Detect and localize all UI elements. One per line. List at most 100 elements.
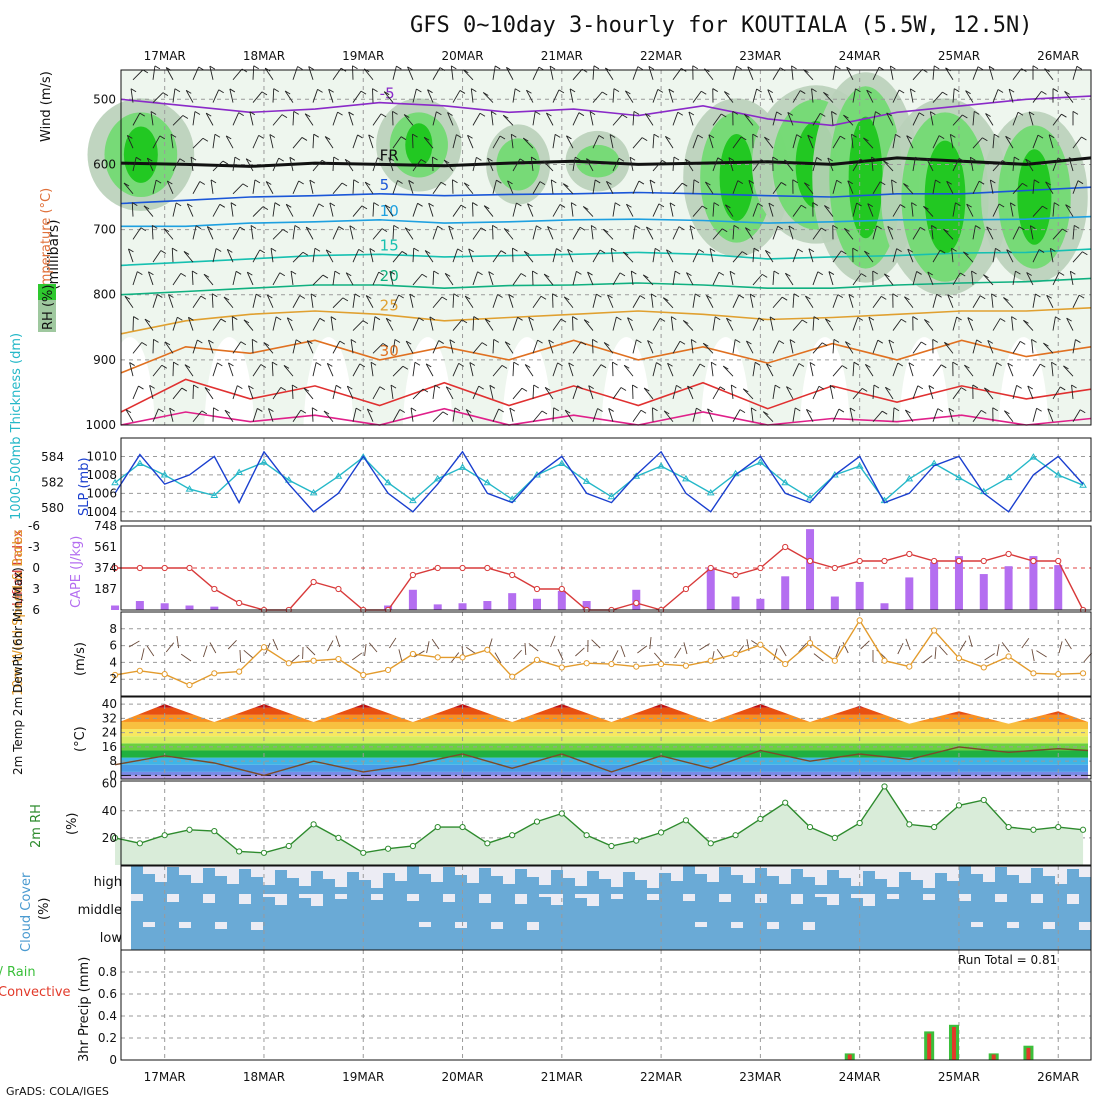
wind-barb bbox=[572, 271, 577, 286]
cloud-clear-cell bbox=[239, 866, 251, 869]
wind-barb bbox=[151, 225, 154, 240]
wind-barb-feather bbox=[257, 408, 263, 412]
wind-barb bbox=[732, 409, 741, 422]
wind-barb bbox=[328, 89, 334, 103]
wind-barb bbox=[412, 248, 415, 263]
surface-wind-barb bbox=[1031, 649, 1035, 662]
axis-tick: 580 bbox=[41, 501, 64, 515]
pressure-axis-label: (millibars) bbox=[46, 219, 62, 290]
rh2m-point bbox=[533, 818, 541, 825]
wind-barb-feather bbox=[1016, 385, 1022, 389]
cloud-clear-cell bbox=[551, 894, 563, 905]
wind-barb bbox=[991, 293, 994, 308]
wind-barb bbox=[192, 66, 200, 80]
lifted-index-point bbox=[509, 571, 516, 579]
wind-barb-feather bbox=[163, 228, 170, 233]
cloud-clear-cell bbox=[1067, 866, 1079, 869]
wind-barb-feather bbox=[685, 158, 691, 163]
wind-barb bbox=[292, 66, 298, 80]
rh2m-point bbox=[732, 832, 739, 839]
wind-barb bbox=[824, 318, 834, 331]
wind-barb bbox=[212, 134, 216, 149]
lifted-index-point bbox=[136, 564, 143, 572]
wind-barb-feather bbox=[1005, 135, 1011, 140]
wind-barb bbox=[650, 293, 654, 308]
wind-barb bbox=[552, 134, 556, 149]
wind-barb-feather bbox=[284, 90, 291, 95]
rh2m-point bbox=[856, 819, 863, 827]
wind-barb bbox=[792, 248, 799, 263]
wind-barb-feather bbox=[596, 293, 602, 298]
wind-barb-feather bbox=[177, 316, 183, 321]
axis-tick: 0.2 bbox=[98, 1031, 117, 1045]
wind-barb-feather bbox=[229, 88, 236, 93]
cloud-clear-cell bbox=[1079, 866, 1091, 877]
lifted-index-point bbox=[1030, 557, 1037, 565]
wind-barb-feather bbox=[857, 317, 864, 321]
wind-barb-feather bbox=[420, 159, 427, 163]
thickness-point bbox=[582, 477, 591, 484]
wind-barb bbox=[372, 271, 380, 286]
wind-barb bbox=[547, 226, 554, 240]
cloud-clear-cell bbox=[1031, 866, 1043, 868]
lifted-index-point bbox=[533, 585, 541, 593]
wind-barb-feather bbox=[197, 339, 203, 344]
wind-barb bbox=[470, 88, 474, 103]
wind-barb-feather bbox=[738, 294, 745, 299]
wind-barb bbox=[971, 270, 974, 286]
wind-barb-feather bbox=[898, 89, 905, 94]
wind-barb-feather bbox=[138, 385, 144, 390]
wind-barb bbox=[627, 317, 634, 331]
rh2m-point bbox=[608, 842, 615, 850]
wind-barb bbox=[432, 182, 442, 195]
wind-barb bbox=[748, 180, 754, 194]
wind-barb bbox=[352, 90, 362, 103]
wind-barb-feather bbox=[873, 384, 880, 389]
wind-barb bbox=[784, 272, 794, 286]
wind-barb-feather bbox=[1025, 158, 1031, 163]
wind-barb bbox=[308, 66, 314, 80]
rh-axis-label: RH (%) bbox=[41, 285, 56, 330]
wind-barb-feather bbox=[1055, 316, 1061, 321]
wind-barb bbox=[229, 88, 234, 103]
wind-barb-feather bbox=[1019, 340, 1026, 345]
wind-barb bbox=[152, 65, 156, 80]
wind-barb-feather bbox=[699, 363, 706, 368]
wind-barb-feather bbox=[953, 88, 960, 93]
date-label-bottom: 25MAR bbox=[938, 1070, 980, 1084]
wind-barb bbox=[392, 294, 400, 308]
wind-barb-feather bbox=[1032, 65, 1039, 70]
wind-barb bbox=[772, 111, 778, 126]
wind-barb-feather bbox=[714, 316, 721, 321]
wind-barb-feather bbox=[1045, 181, 1051, 186]
wind10-point bbox=[111, 671, 119, 679]
wind-barb bbox=[848, 294, 854, 308]
wind-barb-feather bbox=[691, 339, 697, 343]
thickness-point bbox=[284, 476, 293, 483]
wind-barb-feather bbox=[370, 361, 377, 366]
wind-barb-feather bbox=[924, 319, 930, 323]
wind-barb bbox=[884, 386, 894, 400]
date-label-bottom: 21MAR bbox=[541, 1070, 583, 1084]
wind-barb bbox=[772, 270, 775, 285]
wind-barb-feather bbox=[334, 270, 341, 275]
wind-barb bbox=[125, 409, 134, 422]
wind-barb bbox=[632, 180, 640, 194]
wind-barb bbox=[332, 111, 338, 126]
cloud-clear-cell bbox=[539, 866, 551, 885]
cloud-clear-cell bbox=[995, 894, 1007, 902]
cloud-clear-cell bbox=[551, 866, 563, 870]
wind-barb-feather bbox=[560, 318, 567, 323]
axis-tick: 3 bbox=[32, 582, 40, 596]
wind-barb bbox=[252, 408, 258, 422]
surface-wind-barb bbox=[557, 648, 564, 661]
wind10-point bbox=[658, 660, 665, 668]
surface-wind-barb bbox=[612, 650, 619, 662]
wind-barb bbox=[752, 317, 760, 331]
wind-barb bbox=[332, 297, 344, 309]
wind-barb bbox=[392, 180, 398, 194]
wind-barb bbox=[126, 135, 134, 149]
wind-barb bbox=[706, 295, 714, 308]
wind-barb-feather bbox=[497, 294, 503, 298]
wind-barb-feather bbox=[719, 386, 726, 391]
